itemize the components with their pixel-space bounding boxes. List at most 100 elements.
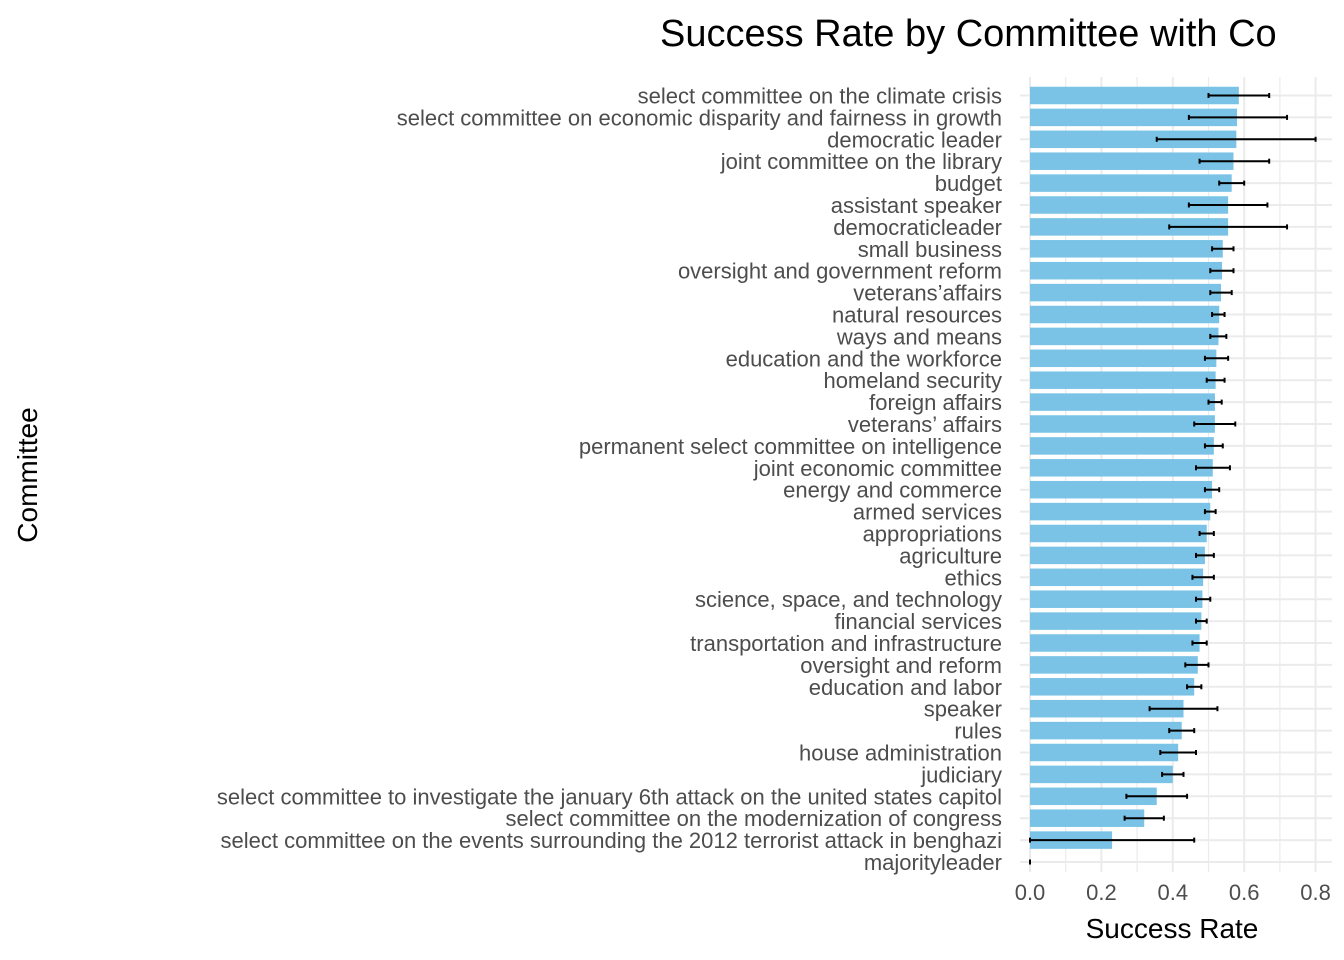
- error-bar: [1211, 246, 1235, 252]
- bar: [1030, 678, 1195, 696]
- bar: [1030, 524, 1207, 543]
- error-bar: [1168, 224, 1289, 230]
- x-tick-label: 0.6: [1229, 880, 1260, 905]
- y-tick-label: foreign affairs: [869, 390, 1002, 415]
- error-bar: [1191, 574, 1215, 580]
- error-bar: [1195, 618, 1208, 624]
- x-axis-tick-labels: 0.0 0.2 0.4 0.6 0.8: [1015, 880, 1331, 905]
- error-bar: [1187, 202, 1269, 208]
- y-tick-label: majorityleader: [864, 850, 1002, 875]
- y-tick-label: natural resources: [832, 303, 1002, 328]
- bar: [1030, 261, 1223, 280]
- bar: [1030, 152, 1234, 170]
- y-axis-tick-labels: select committee on the climate crisisse…: [217, 84, 1002, 876]
- bar: [1030, 415, 1215, 433]
- chart-title: Success Rate by Committee with Co: [660, 13, 1277, 55]
- error-bar: [1193, 421, 1237, 427]
- bar: [1030, 393, 1215, 411]
- y-tick-label: select committee on the modernization of…: [506, 806, 1002, 831]
- y-tick-label: speaker: [924, 697, 1002, 722]
- bar: [1030, 809, 1145, 827]
- error-bar: [1184, 662, 1210, 668]
- y-tick-label: democratic leader: [827, 127, 1002, 152]
- error-bar: [1186, 684, 1203, 690]
- bar: [1030, 327, 1219, 346]
- bar: [1030, 480, 1213, 499]
- bar: [1030, 305, 1220, 324]
- error-bar: [1148, 706, 1219, 712]
- y-tick-label: agriculture: [899, 543, 1002, 568]
- bar: [1030, 546, 1205, 565]
- y-tick-label: veterans’affairs: [853, 281, 1002, 306]
- error-bar: [1203, 509, 1217, 515]
- y-tick-label: veterans’ affairs: [848, 412, 1002, 437]
- y-tick-label: ethics: [945, 565, 1002, 590]
- bar: [1030, 108, 1238, 127]
- y-tick-label: select committee on the events surroundi…: [221, 828, 1002, 853]
- error-bar: [1198, 531, 1215, 536]
- y-tick-label: select committee on the climate crisis: [638, 84, 1002, 109]
- y-tick-label: science, space, and technology: [695, 587, 1002, 612]
- y-tick-label: rules: [954, 719, 1002, 744]
- bar: [1030, 240, 1223, 258]
- bar: [1030, 196, 1229, 214]
- y-tick-label: education and labor: [809, 675, 1002, 700]
- y-tick-label: energy and commerce: [783, 478, 1002, 503]
- bar: [1030, 218, 1229, 236]
- bar: [1030, 656, 1198, 674]
- bar: [1030, 130, 1237, 149]
- error-bar: [1203, 487, 1221, 493]
- y-tick-label: appropriations: [863, 522, 1002, 547]
- error-bar: [1161, 771, 1185, 777]
- y-tick-label: financial services: [834, 609, 1002, 634]
- x-tick-label: 0.2: [1086, 880, 1117, 905]
- bars-layer: [1030, 86, 1239, 849]
- bar: [1030, 612, 1202, 630]
- error-bar: [1159, 750, 1198, 755]
- y-tick-label: oversight and reform: [800, 653, 1002, 678]
- y-tick-label: small business: [858, 237, 1002, 262]
- bar: [1030, 502, 1211, 521]
- bar: [1030, 787, 1157, 806]
- error-bars-layer: [1029, 93, 1317, 865]
- error-bar: [1195, 596, 1212, 602]
- y-tick-label: armed services: [853, 500, 1002, 525]
- error-bar: [1218, 180, 1246, 186]
- y-tick-label: judiciary: [920, 762, 1002, 787]
- y-tick-label: assistant speaker: [831, 193, 1002, 218]
- error-bar: [1207, 399, 1223, 405]
- error-bar: [1029, 837, 1196, 843]
- x-tick-label: 0.4: [1158, 880, 1189, 905]
- y-tick-label: house administration: [799, 741, 1002, 766]
- y-tick-label: joint committee on the library: [720, 149, 1002, 174]
- error-bar: [1198, 158, 1271, 164]
- bar: [1030, 590, 1203, 608]
- error-bar: [1209, 290, 1233, 296]
- x-tick-label: 0.0: [1015, 880, 1046, 905]
- bar: [1030, 743, 1179, 762]
- y-tick-label: select committee to investigate the janu…: [217, 784, 1002, 809]
- y-tick-label: homeland security: [823, 368, 1002, 393]
- x-axis-title: Success Rate: [1086, 913, 1259, 944]
- bar: [1030, 699, 1184, 718]
- y-tick-label: permanent select committee on intelligen…: [579, 434, 1002, 459]
- y-tick-label: ways and means: [836, 324, 1002, 349]
- error-bar: [1207, 93, 1271, 98]
- error-bar: [1155, 136, 1317, 142]
- y-tick-label: democraticleader: [833, 215, 1002, 240]
- bar: [1030, 174, 1232, 192]
- bar: [1030, 459, 1213, 477]
- y-tick-label: education and the workforce: [726, 346, 1002, 371]
- bar: [1030, 634, 1200, 652]
- y-tick-label: joint economic committee: [753, 456, 1002, 481]
- bar: [1030, 437, 1214, 455]
- y-tick-label: select committee on economic disparity a…: [397, 105, 1002, 130]
- bar: [1030, 765, 1173, 784]
- error-bar: [1187, 114, 1289, 120]
- error-bar: [1211, 312, 1226, 317]
- error-bar: [1209, 268, 1235, 274]
- bar: [1030, 283, 1221, 302]
- y-axis-title: Committee: [12, 407, 43, 542]
- error-bar: [1123, 815, 1165, 821]
